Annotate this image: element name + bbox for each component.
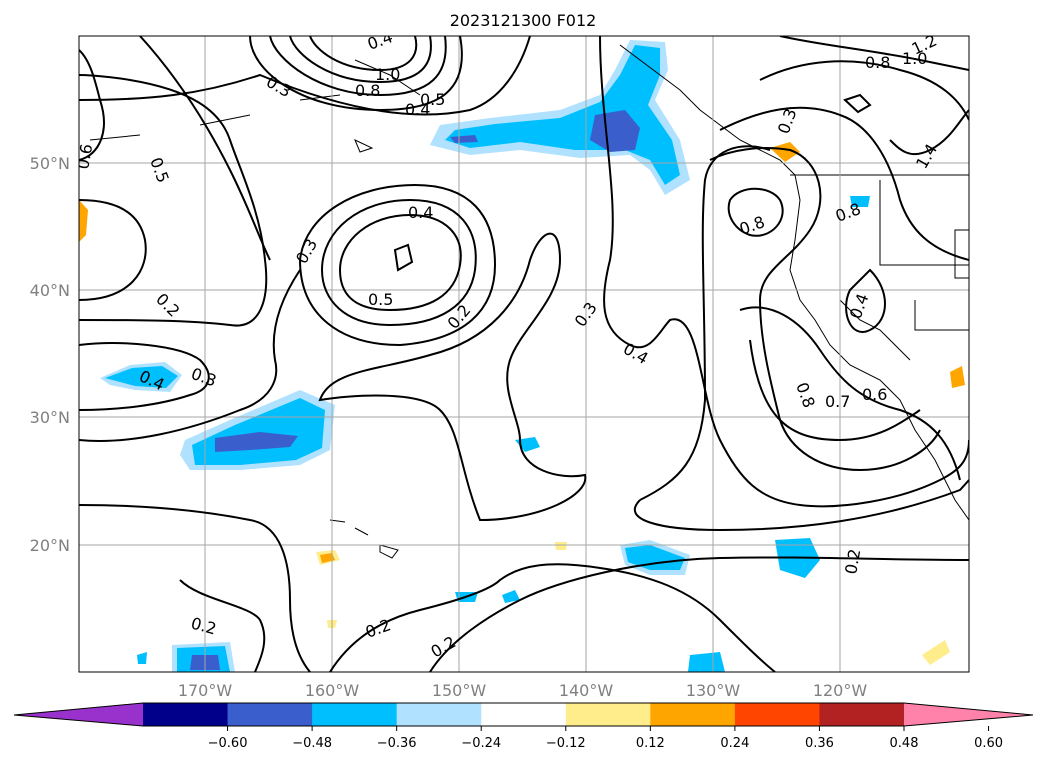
contour-label: 0.8 xyxy=(865,53,890,72)
lon-label: 170°W xyxy=(178,681,233,700)
contour-lines xyxy=(79,36,969,672)
colorbar-segment xyxy=(819,703,905,726)
plot-area: 0.4 0.5 0.6 0.3 0.8 1.0 1.2 0.8 1.0 1.4 … xyxy=(73,36,969,672)
lat-label: 20°N xyxy=(30,536,70,555)
contour-label: 0.6 xyxy=(73,142,96,170)
colorbar-segment xyxy=(312,703,398,726)
plot-frame xyxy=(78,35,970,673)
colorbar-segment xyxy=(227,703,313,726)
lon-label: 120°W xyxy=(813,681,868,700)
contour-label: 1.0 xyxy=(375,65,400,84)
lat-label: 40°N xyxy=(30,281,70,300)
colorbar-tick-label: −0.60 xyxy=(208,736,248,751)
colorbar-tick-label: −0.24 xyxy=(461,736,501,751)
contour-label: 0.5 xyxy=(368,290,393,309)
contour-label: 0.7 xyxy=(825,392,850,411)
contour-label: 0.4 xyxy=(405,100,430,119)
colorbar-outline xyxy=(13,702,1034,727)
lon-label: 160°W xyxy=(305,681,360,700)
colorbar-segment xyxy=(650,703,736,726)
contour-label: 0.5 xyxy=(420,90,445,109)
shaded-anomalies xyxy=(79,40,965,672)
colorbar-tick-label: 0.48 xyxy=(890,736,919,751)
lat-label: 50°N xyxy=(30,154,70,173)
lon-label: 140°W xyxy=(559,681,614,700)
colorbar-segment xyxy=(143,703,229,726)
colorbar-tick-label: 0.12 xyxy=(636,736,665,751)
gridlines xyxy=(79,36,969,672)
colorbar-segment xyxy=(734,703,820,726)
colorbar-segments xyxy=(143,703,905,726)
colorbar-tick-label: 0.24 xyxy=(720,736,749,751)
colorbar-segment xyxy=(396,703,482,726)
colorbar-extend-right xyxy=(904,703,1033,726)
colorbar-extend-left xyxy=(14,703,143,726)
lon-label: 150°W xyxy=(432,681,487,700)
contour-label: 0.4 xyxy=(408,203,433,222)
lon-label: 130°W xyxy=(686,681,741,700)
map-title: 2023121300 F012 xyxy=(450,11,597,30)
colorbar-tick-label: −0.12 xyxy=(546,736,586,751)
contour-label: 0.8 xyxy=(355,81,380,100)
lat-label: 30°N xyxy=(30,408,70,427)
contour-label: 0.2 xyxy=(841,547,864,575)
colorbar: −0.60 −0.48 −0.36 −0.24 −0.12 0.12 0.24 0.36 0.4… xyxy=(13,702,1034,751)
colorbar-segment xyxy=(481,703,567,726)
longitude-labels: 170°W 160°W 150°W 140°W 130°W 120°W xyxy=(178,681,868,700)
contour-label: 0.6 xyxy=(862,385,887,404)
contour-label: 1.0 xyxy=(902,49,927,68)
colorbar-tick-label: 0.60 xyxy=(974,736,1003,751)
colorbar-tick-label: 0.36 xyxy=(805,736,834,751)
latitude-labels: 50°N 40°N 30°N 20°N xyxy=(30,154,70,555)
colorbar-segment xyxy=(565,703,651,726)
colorbar-tick-label: −0.36 xyxy=(377,736,417,751)
colorbar-tick-label: −0.48 xyxy=(292,736,332,751)
colorbar-ticks: −0.60 −0.48 −0.36 −0.24 −0.12 0.12 0.24 0.36 0.4… xyxy=(208,726,1003,751)
